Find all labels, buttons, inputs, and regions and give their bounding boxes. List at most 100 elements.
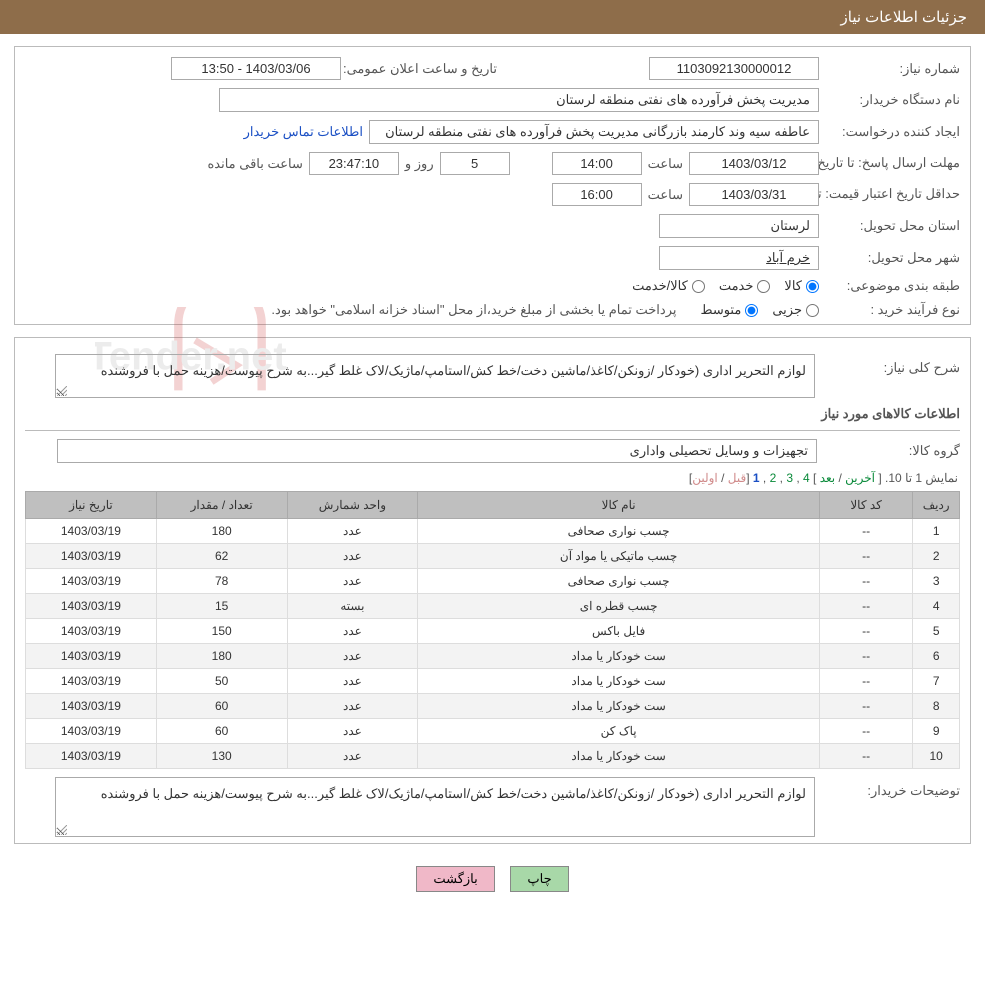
buyer-contact-link[interactable]: اطلاعات تماس خریدار: [244, 124, 363, 140]
table-cell: 130: [156, 744, 287, 769]
table-col-header: تعداد / مقدار: [156, 492, 287, 519]
val-goods-group: تجهیزات و وسایل تحصیلی واداری: [57, 439, 817, 463]
radio-service[interactable]: خدمت: [719, 278, 771, 294]
table-cell: عدد: [287, 719, 418, 744]
items-table: ردیفکد کالانام کالاواحد شمارشتعداد / مقد…: [25, 491, 960, 769]
table-cell: 78: [156, 569, 287, 594]
panel-header: جزئیات اطلاعات نیاز: [0, 0, 985, 34]
lbl-city: شهر محل تحویل:: [825, 250, 960, 266]
buyer-notes-row: توضیحات خریدار: لوازم التحریر اداری (خود…: [25, 777, 960, 837]
lbl-announce: تاریخ و ساعت اعلان عمومی:: [347, 61, 497, 77]
table-cell: --: [819, 719, 912, 744]
table-col-header: تاریخ نیاز: [26, 492, 157, 519]
pager-current: 1: [753, 471, 760, 485]
table-cell: 9: [913, 719, 960, 744]
table-cell: 1403/03/19: [26, 519, 157, 544]
lbl-remaining: ساعت باقی مانده: [207, 156, 302, 172]
table-cell: 4: [913, 594, 960, 619]
table-cell: 60: [156, 694, 287, 719]
page-container: جزئیات اطلاعات نیاز AriaTender.net شماره…: [0, 0, 985, 910]
val-price-date: 1403/03/31: [689, 183, 819, 206]
lbl-price-validity: حداقل تاریخ اعتبار قیمت: تا تاریخ:: [825, 186, 960, 203]
table-cell: عدد: [287, 619, 418, 644]
pager-next[interactable]: بعد: [820, 471, 835, 485]
table-cell: 180: [156, 519, 287, 544]
info-panel: AriaTender.net شماره نیاز: 1103092130000…: [14, 46, 971, 325]
purchase-radio-group: جزیی متوسط پرداخت تمام یا بخشی از مبلغ خ…: [25, 302, 819, 318]
table-cell: چسب نواری صحافی: [418, 569, 820, 594]
table-cell: 50: [156, 669, 287, 694]
val-time-left: 23:47:10: [309, 152, 399, 175]
lbl-requester: ایجاد کننده درخواست:: [825, 124, 960, 140]
table-cell: --: [819, 744, 912, 769]
table-col-header: نام کالا: [418, 492, 820, 519]
table-cell: 3: [913, 569, 960, 594]
pager-last[interactable]: آخرین: [845, 471, 875, 485]
lbl-general-desc: شرح کلی نیاز:: [825, 354, 960, 376]
lbl-buyer-notes: توضیحات خریدار:: [825, 777, 960, 799]
table-cell: 6: [913, 644, 960, 669]
table-col-header: ردیف: [913, 492, 960, 519]
general-desc-row: شرح کلی نیاز: لوازم التحریر اداری (خودکا…: [25, 354, 960, 398]
section-goods-info: اطلاعات کالاهای مورد نیاز: [25, 406, 960, 422]
lbl-need-no: شماره نیاز:: [825, 61, 960, 77]
table-header-row: ردیفکد کالانام کالاواحد شمارشتعداد / مقد…: [26, 492, 960, 519]
back-button[interactable]: بازگشت: [416, 866, 494, 892]
table-cell: 1403/03/19: [26, 744, 157, 769]
lbl-days-and: روز و: [405, 156, 434, 172]
radio-goods[interactable]: کالا: [784, 278, 819, 294]
table-row: 5--فایل باکسعدد1501403/03/19: [26, 619, 960, 644]
radio-partial[interactable]: جزیی: [772, 302, 819, 318]
table-cell: 10: [913, 744, 960, 769]
table-cell: --: [819, 519, 912, 544]
table-cell: 2: [913, 544, 960, 569]
print-button[interactable]: چاپ: [510, 866, 568, 892]
val-province: لرستان: [659, 214, 819, 238]
table-cell: پاک کن: [418, 719, 820, 744]
table-cell: 1403/03/19: [26, 569, 157, 594]
table-cell: 1403/03/19: [26, 644, 157, 669]
table-row: 7--ست خودکار یا مدادعدد501403/03/19: [26, 669, 960, 694]
table-cell: 150: [156, 619, 287, 644]
purchase-note: پرداخت تمام یا بخشی از مبلغ خرید،از محل …: [271, 302, 676, 318]
table-cell: عدد: [287, 669, 418, 694]
table-cell: چسب قطره ای: [418, 594, 820, 619]
form-grid: شماره نیاز: 1103092130000012 تاریخ و ساع…: [25, 57, 960, 318]
val-requester: عاطفه سیه وند کارمند بازرگانی مدیریت پخش…: [369, 120, 819, 144]
val-days-left: 5: [440, 152, 510, 175]
table-cell: --: [819, 669, 912, 694]
pager-page-4[interactable]: 4: [803, 471, 810, 485]
pager-prev: قبل: [728, 471, 746, 485]
table-cell: --: [819, 644, 912, 669]
details-panel: شرح کلی نیاز: لوازم التحریر اداری (خودکا…: [14, 337, 971, 844]
table-cell: 15: [156, 594, 287, 619]
radio-medium[interactable]: متوسط: [700, 302, 758, 318]
lbl-deadline: مهلت ارسال پاسخ: تا تاریخ:: [825, 155, 960, 172]
val-city: خرم آباد: [659, 246, 819, 270]
subject-radio-group: کالا خدمت کالا/خدمت: [25, 278, 819, 294]
table-cell: --: [819, 694, 912, 719]
table-cell: 1403/03/19: [26, 669, 157, 694]
lbl-goods-group: گروه کالا:: [825, 443, 960, 459]
table-cell: عدد: [287, 519, 418, 544]
val-deadline-date: 1403/03/12: [689, 152, 819, 175]
radio-goods-service[interactable]: کالا/خدمت: [632, 278, 705, 294]
table-cell: --: [819, 594, 912, 619]
resize-handle-icon[interactable]: [57, 825, 67, 835]
resize-handle-icon[interactable]: [57, 386, 67, 396]
table-cell: 5: [913, 619, 960, 644]
table-cell: --: [819, 619, 912, 644]
table-row: 2--چسب ماتیکی یا مواد آنعدد621403/03/19: [26, 544, 960, 569]
pager-page-2[interactable]: 2: [770, 471, 777, 485]
pager-page-3[interactable]: 3: [786, 471, 793, 485]
table-cell: عدد: [287, 694, 418, 719]
button-bar: چاپ بازگشت: [0, 854, 985, 910]
table-col-header: واحد شمارش: [287, 492, 418, 519]
table-cell: 1403/03/19: [26, 694, 157, 719]
val-announce: 1403/03/06 - 13:50: [171, 57, 341, 80]
table-row: 10--ست خودکار یا مدادعدد1301403/03/19: [26, 744, 960, 769]
table-cell: فایل باکس: [418, 619, 820, 644]
val-deadline-hour: 14:00: [552, 152, 642, 175]
lbl-hour-2: ساعت: [648, 187, 683, 203]
table-cell: 1403/03/19: [26, 719, 157, 744]
